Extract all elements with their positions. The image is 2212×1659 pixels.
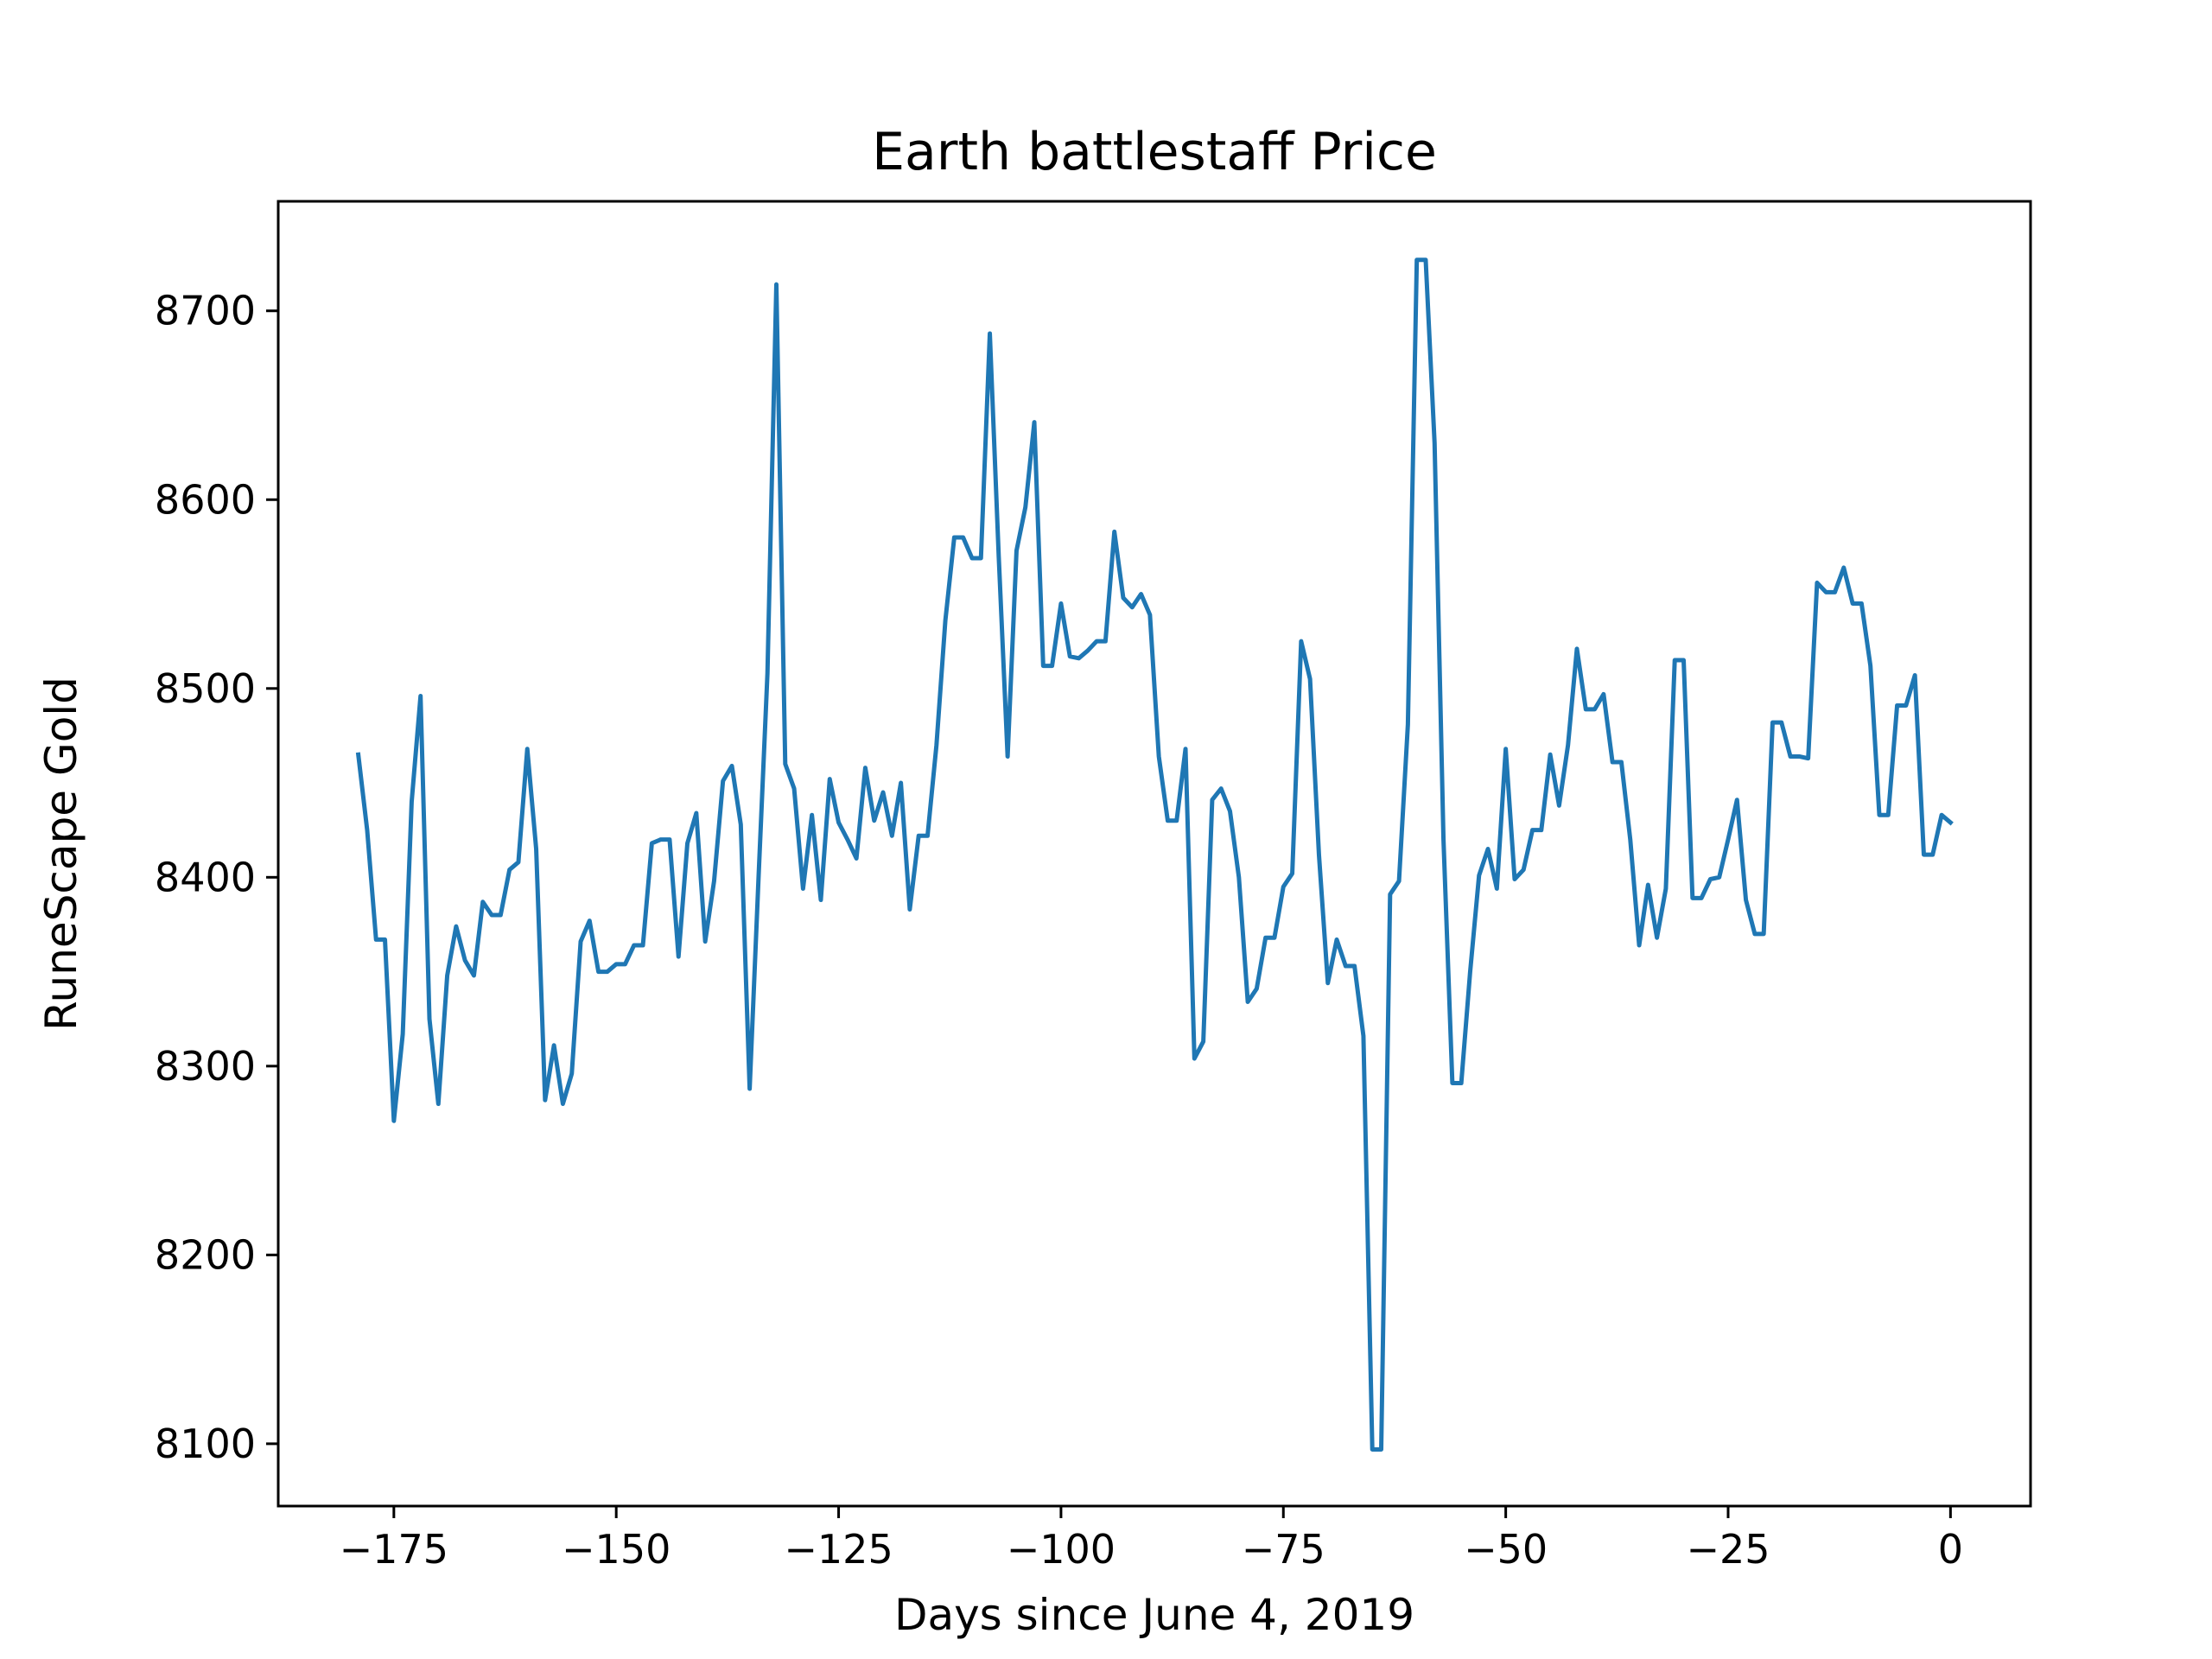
x-axis-label: Days since June 4, 2019 [894,1590,1414,1640]
y-tick-label: 8100 [155,1421,256,1467]
series-line-0 [355,257,1954,1452]
x-tick-label: −50 [1464,1526,1548,1573]
plot-area [276,200,2032,1508]
plot-frame [276,200,2032,1508]
x-tick-label: −175 [340,1526,448,1573]
y-tick-label: 8600 [155,476,256,523]
x-axis: −175 −150 −125 −100 −75 −50 −25 0 [340,1506,1963,1573]
y-axis: 8100 8200 8300 8400 8500 8600 8700 [155,288,278,1467]
x-tick-label: −75 [1242,1526,1325,1573]
x-tick-label: −125 [784,1526,893,1573]
chart-title: Earth battlestaff Price [872,122,1437,182]
y-tick-label: 8400 [155,854,256,900]
y-tick-label: 8500 [155,665,256,712]
x-tick-label: −150 [562,1526,671,1573]
y-axis-label: RuneScape Gold [36,677,86,1031]
y-tick-label: 8700 [155,288,256,334]
y-tick-label: 8200 [155,1231,256,1278]
x-tick-label: −25 [1686,1526,1770,1573]
y-tick-label: 8300 [155,1043,256,1090]
x-tick-label: 0 [1938,1526,1963,1573]
x-tick-label: −100 [1007,1526,1116,1573]
